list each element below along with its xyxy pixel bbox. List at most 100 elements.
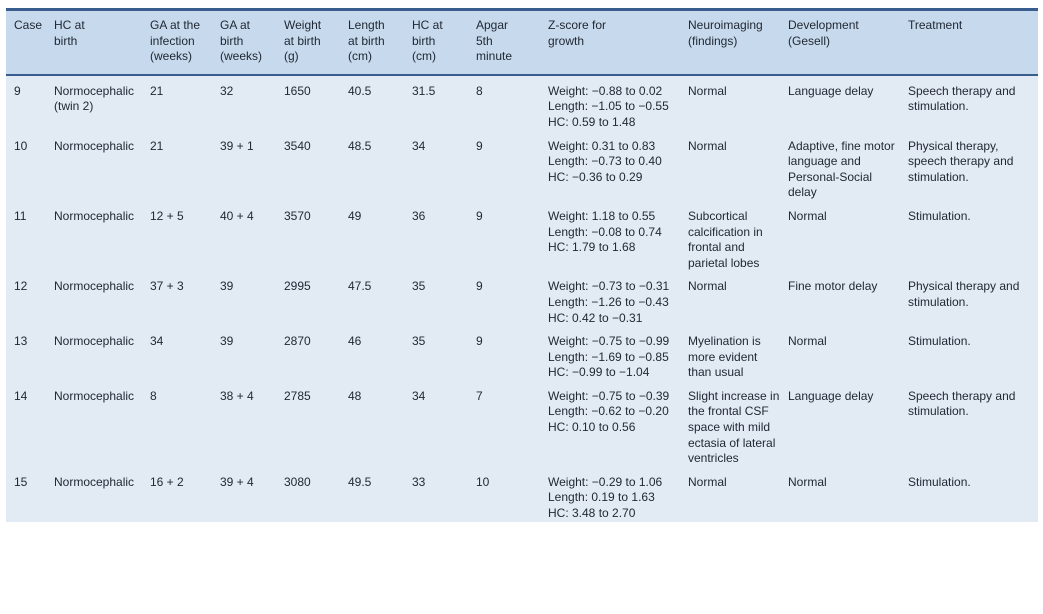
z-score-length: Length: −0.08 to 0.74	[548, 224, 662, 239]
cell-treatment: Speech therapy and stimulation.	[908, 83, 1016, 114]
table-row: 11 Normocephalic 12 + 5 40 + 4 3570 49 3…	[6, 200, 1038, 272]
z-score-length: Length: −0.73 to 0.40	[548, 154, 662, 169]
z-score-hc: HC: 0.10 to 0.56	[548, 420, 636, 435]
column-header: Neuroimaging (findings)	[688, 9, 788, 76]
cell-length: 49.5	[348, 474, 372, 489]
cell-hc-at-birth: Normocephalic (twin 2)	[54, 83, 135, 114]
z-score-length: Length: −1.26 to −0.43	[548, 294, 669, 309]
table-header-row: Case HC at birth GA at the infection (week…	[6, 9, 1038, 76]
clinical-cases-table: Case HC at birth GA at the infection (week…	[6, 8, 1038, 522]
cell-treatment: Stimulation.	[908, 208, 971, 223]
cell-weight: 2785	[284, 388, 311, 403]
z-score-weight: Weight: −0.73 to −0.31	[548, 279, 670, 294]
table-row: 12 Normocephalic 37 + 3 39 2995 47.5 35 …	[6, 271, 1038, 327]
z-score-length: Length: 0.19 to 1.63	[548, 490, 655, 505]
z-score-weight: Weight: 1.18 to 0.55	[548, 208, 656, 223]
column-header: HC at birth	[54, 9, 150, 76]
column-header: GA at birth (weeks)	[220, 9, 284, 76]
column-header: Case	[6, 9, 54, 76]
z-score-hc: HC: 0.42 to −0.31	[548, 310, 643, 325]
cell-ga-infection: 16 + 2	[150, 474, 184, 489]
cell-hc-cm: 31.5	[412, 83, 436, 98]
cell-ga-infection: 21	[150, 83, 164, 98]
table-row: 10 Normocephalic 21 39 + 1 3540 48.5 34 …	[6, 130, 1038, 201]
cell-hc-cm: 35	[412, 334, 426, 349]
cell-ga-infection: 8	[150, 388, 157, 403]
cell-case: 9	[14, 83, 21, 98]
cell-weight: 2995	[284, 279, 311, 294]
cell-case: 13	[14, 334, 28, 349]
z-score-weight: Weight: 0.31 to 0.83	[548, 138, 656, 153]
z-score-hc: HC: 3.48 to 2.70	[548, 506, 636, 521]
cell-development: Normal	[788, 474, 827, 489]
cell-treatment: Speech therapy and stimulation.	[908, 388, 1016, 419]
column-header: Z-score for growth	[548, 9, 688, 76]
cell-ga-birth: 38 + 4	[220, 388, 254, 403]
cell-apgar: 9	[476, 279, 483, 294]
z-score-weight: Weight: −0.29 to 1.06	[548, 474, 663, 489]
z-score-hc: HC: −0.99 to −1.04	[548, 365, 650, 380]
cell-ga-infection: 37 + 3	[150, 279, 184, 294]
cell-development: Fine motor delay	[788, 279, 878, 294]
cell-neuroimaging: Normal	[688, 279, 727, 294]
cell-development: Language delay	[788, 83, 874, 98]
cell-neuroimaging: Subcortical calcification in frontal and…	[688, 208, 763, 270]
cell-case: 14	[14, 388, 28, 403]
cell-z-score: Weight: −0.88 to 0.02 Length: −1.05 to −…	[548, 75, 688, 131]
cell-neuroimaging: Slight increase in the frontal CSF space…	[688, 388, 780, 466]
cell-neuroimaging: Normal	[688, 138, 727, 153]
cell-neuroimaging: Myelination is more evident than usual	[688, 334, 761, 380]
cell-z-score: Weight: 1.18 to 0.55 Length: −0.08 to 0.…	[548, 201, 688, 271]
cell-hc-at-birth: Normocephalic	[54, 138, 135, 153]
cell-apgar: 9	[476, 138, 483, 153]
table-row: 13 Normocephalic 34 39 2870 46 35 9 Weig…	[6, 326, 1038, 381]
cell-neuroimaging: Normal	[688, 83, 727, 98]
column-header: Weight at birth (g)	[284, 9, 348, 76]
cell-length: 49	[348, 208, 362, 223]
cell-case: 15	[14, 474, 28, 489]
table-row: 9 Normocephalic (twin 2) 21 32 1650 40.5…	[6, 74, 1038, 131]
cell-development: Normal	[788, 208, 827, 223]
cell-weight: 3080	[284, 474, 311, 489]
cell-case: 12	[14, 279, 28, 294]
cell-z-score: Weight: −0.73 to −0.31 Length: −1.26 to …	[548, 271, 688, 326]
z-score-hc: HC: −0.36 to 0.29	[548, 169, 643, 184]
cell-z-score: Weight: −0.29 to 1.06 Length: 0.19 to 1.…	[548, 467, 688, 522]
z-score-length: Length: −1.05 to −0.55	[548, 99, 669, 114]
z-score-weight: Weight: −0.75 to −0.39	[548, 388, 670, 403]
cell-treatment: Stimulation.	[908, 474, 971, 489]
cell-length: 47.5	[348, 279, 372, 294]
cell-ga-infection: 12 + 5	[150, 208, 184, 223]
column-header: Development (Gesell)	[788, 9, 908, 76]
cell-case: 11	[14, 208, 27, 223]
cell-treatment: Stimulation.	[908, 334, 971, 349]
cell-ga-birth: 40 + 4	[220, 208, 254, 223]
cell-z-score: Weight: 0.31 to 0.83 Length: −0.73 to 0.…	[548, 131, 688, 201]
table-row: 15 Normocephalic 16 + 2 39 + 4 3080 49.5…	[6, 466, 1038, 522]
cell-z-score: Weight: −0.75 to −0.99 Length: −1.69 to …	[548, 326, 688, 381]
cell-length: 46	[348, 334, 362, 349]
column-header: Treatment	[908, 9, 1038, 76]
cell-hc-cm: 33	[412, 474, 426, 489]
cell-case: 10	[14, 138, 28, 153]
cell-development: Normal	[788, 334, 827, 349]
column-header: Length at birth (cm)	[348, 9, 412, 76]
cell-ga-birth: 39 + 4	[220, 474, 254, 489]
cell-apgar: 8	[476, 83, 483, 98]
cell-hc-cm: 36	[412, 208, 426, 223]
cell-ga-birth: 39 + 1	[220, 138, 254, 153]
column-header: GA at the infection (weeks)	[150, 9, 220, 76]
cell-ga-infection: 34	[150, 334, 164, 349]
cell-apgar: 9	[476, 334, 483, 349]
cell-weight: 3570	[284, 208, 311, 223]
cell-treatment: Physical therapy, speech therapy and sti…	[908, 138, 1014, 184]
cell-weight: 1650	[284, 83, 311, 98]
cell-neuroimaging: Normal	[688, 474, 727, 489]
cell-development: Language delay	[788, 388, 874, 403]
cell-apgar: 10	[476, 474, 490, 489]
column-header: Apgar 5th minute	[476, 9, 548, 76]
cell-weight: 3540	[284, 138, 311, 153]
cell-length: 40.5	[348, 83, 372, 98]
z-score-length: Length: −0.62 to −0.20	[548, 404, 669, 419]
